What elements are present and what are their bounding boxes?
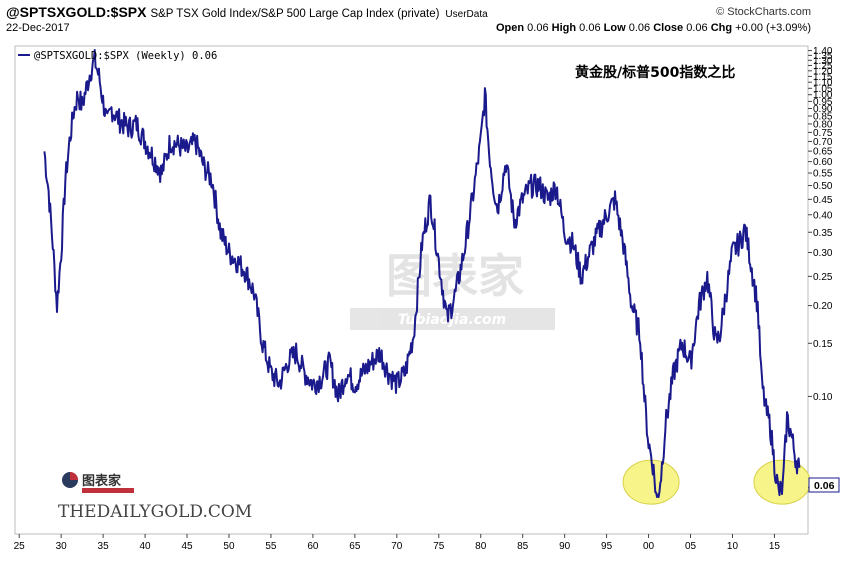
y-tick-label: 0.90 bbox=[813, 104, 833, 115]
brand-label[interactable]: © StockCharts.com bbox=[716, 6, 811, 18]
x-tick-label: 50 bbox=[223, 541, 235, 552]
chart-title: @SPTSXGOLD:$SPX S&P TSX Gold Index/S&P 50… bbox=[6, 4, 488, 20]
description-label: S&P TSX Gold Index/S&P 500 Large Cap Ind… bbox=[150, 8, 440, 20]
y-tick-label: 0.60 bbox=[813, 157, 833, 168]
x-axis: 25 30 35 40 45 50 55 60 65 70 75 80 85 90 95 00 05 10 15 bbox=[14, 534, 781, 552]
legend: @SPTSXGOLD:$SPX (Weekly) 0.06 bbox=[18, 50, 217, 62]
x-tick-label: 05 bbox=[685, 541, 697, 552]
legend-label: @SPTSXGOLD:$SPX (Weekly) 0.06 bbox=[34, 50, 217, 62]
x-tick-label: 10 bbox=[727, 541, 739, 552]
watermark-band bbox=[350, 308, 555, 330]
small-watermark-cn: 图表家 bbox=[82, 473, 122, 489]
x-tick-label: 60 bbox=[307, 541, 319, 552]
y-tick-label: 0.50 bbox=[813, 181, 833, 192]
y-tick-label: 0.75 bbox=[813, 128, 833, 139]
y-tick-label: 0.30 bbox=[813, 248, 833, 259]
y-tick-label: 0.35 bbox=[813, 228, 833, 239]
open-value: 0.06 bbox=[527, 22, 549, 34]
y-tick-label: 1.25 bbox=[813, 61, 833, 72]
x-tick-label: 40 bbox=[140, 541, 152, 552]
thedailygold-logo: THEDAILYGOLD.COM bbox=[58, 502, 252, 522]
low-label: Low bbox=[603, 22, 626, 34]
center-watermark: 图表家 Tubiaojia.com bbox=[350, 249, 555, 330]
y-tick-label: 0.25 bbox=[813, 272, 833, 283]
chg-label: Chg bbox=[710, 22, 733, 34]
watermark-en: Tubiaojia.com bbox=[398, 312, 506, 328]
logo-mark-accent-icon bbox=[70, 472, 78, 480]
userdata-label: UserData bbox=[445, 9, 488, 20]
y-tick-label: 0.85 bbox=[813, 111, 833, 122]
x-tick-label: 90 bbox=[559, 541, 571, 552]
y-tick-label: 1.35 bbox=[813, 51, 833, 62]
highlight-circle-1 bbox=[622, 459, 680, 505]
y-tick-label: 0.40 bbox=[813, 210, 833, 221]
high-value: 0.06 bbox=[579, 22, 601, 34]
y-tick-label: 1.00 bbox=[813, 90, 833, 101]
close-label: Close bbox=[653, 22, 684, 34]
y-tick-label: 0.55 bbox=[813, 169, 833, 180]
y-tick-label: 1.40 bbox=[813, 46, 833, 57]
last-value-tag: 0.06 bbox=[808, 477, 840, 493]
low-value: 0.06 bbox=[628, 22, 651, 34]
series-line bbox=[43, 49, 801, 498]
x-tick-label: 00 bbox=[643, 541, 655, 552]
tubiaojia-small-logo: 图表家 bbox=[62, 472, 134, 493]
x-tick-label: 80 bbox=[475, 541, 487, 552]
y-tick-label: 0.20 bbox=[813, 301, 833, 312]
x-tick-label: 85 bbox=[517, 541, 529, 552]
last-value-text: 0.06 bbox=[814, 480, 835, 492]
y-tick-label: 1.30 bbox=[813, 56, 833, 67]
y-tick-label: 1.15 bbox=[813, 72, 833, 83]
x-tick-label: 75 bbox=[433, 541, 445, 552]
plot-area bbox=[14, 45, 809, 535]
last-value-box bbox=[808, 477, 840, 493]
x-tick-label: 95 bbox=[601, 541, 613, 552]
high-label: High bbox=[551, 22, 577, 34]
y-tick-label: 0.10 bbox=[813, 392, 833, 403]
y-tick-label: 1.05 bbox=[813, 84, 833, 95]
annotation-text: 黄金股/标普500指数之比 bbox=[575, 64, 735, 81]
x-tick-label: 65 bbox=[349, 541, 361, 552]
y-tick-label: 0.15 bbox=[813, 339, 833, 350]
logo-text: THEDAILYGOLD.COM bbox=[58, 502, 252, 522]
x-tick-label: 25 bbox=[14, 541, 26, 552]
y-tick-label: 0.80 bbox=[813, 119, 833, 130]
y-tick-label: 1.10 bbox=[813, 78, 833, 89]
y-tick-label: 0.95 bbox=[813, 97, 833, 108]
x-tick-label: 45 bbox=[181, 541, 193, 552]
y-tick-label: 0.45 bbox=[813, 195, 833, 206]
y-tick-label: 1.20 bbox=[813, 66, 833, 77]
x-tick-label: 55 bbox=[265, 541, 277, 552]
y-tick-label: 0.65 bbox=[813, 147, 833, 158]
x-tick-label: 70 bbox=[391, 541, 403, 552]
close-value: 0.06 bbox=[686, 22, 708, 34]
open-label: Open bbox=[495, 22, 525, 34]
date-label: 22-Dec-2017 bbox=[6, 22, 70, 34]
x-tick-label: 30 bbox=[56, 541, 68, 552]
ohlc-readout: Open 0.06 High 0.06 Low 0.06 Close 0.06 … bbox=[496, 22, 811, 34]
y-axis: 1.401.351.301.251.201.151.101.051.000.95… bbox=[808, 46, 833, 494]
small-watermark-band bbox=[82, 488, 134, 493]
x-tick-label: 35 bbox=[98, 541, 110, 552]
y-tick-label: 0.70 bbox=[813, 137, 833, 148]
x-tick-label: 15 bbox=[769, 541, 781, 552]
chg-value: +0.00 (+3.09%) bbox=[735, 22, 811, 34]
symbol-label: @SPTSXGOLD:$SPX bbox=[6, 4, 147, 20]
